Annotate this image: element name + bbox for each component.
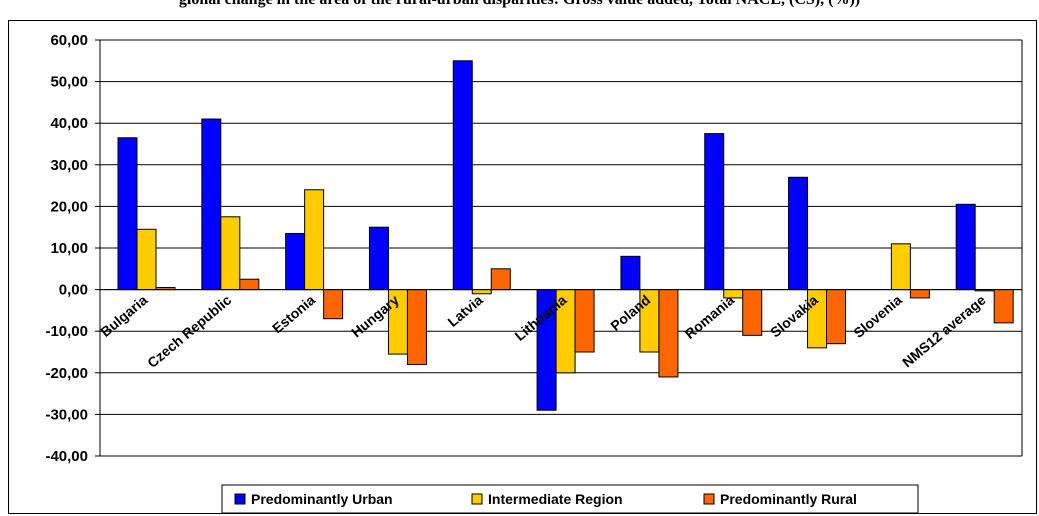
legend-label: Predominantly Rural [720, 491, 857, 507]
bar-predominantly-urban [285, 232, 306, 291]
category-label: Slovenia [850, 292, 905, 341]
bar-predominantly-rural [826, 289, 847, 345]
bar-predominantly-rural [993, 289, 1014, 324]
axes [95, 39, 1023, 457]
legend-label: Intermediate Region [488, 491, 623, 507]
bar-predominantly-urban [368, 226, 389, 291]
bar-predominantly-urban [117, 137, 138, 291]
y-tick-label: 10,00 [50, 240, 88, 257]
category-label: Romania [682, 292, 738, 342]
bar-intermediate-region [304, 189, 325, 291]
y-tick-label: 40,00 [50, 115, 88, 132]
bar-predominantly-urban [201, 118, 222, 291]
legend-swatch [471, 493, 483, 505]
bar-predominantly-rural [406, 289, 427, 365]
bar-predominantly-rural [490, 268, 511, 291]
y-tick-label: -40,00 [45, 448, 88, 465]
y-tick-label: -20,00 [45, 365, 88, 382]
y-tick-label: 50,00 [50, 74, 88, 91]
y-tick-label: 60,00 [50, 32, 88, 49]
bar-predominantly-rural [742, 289, 763, 336]
bar-intermediate-region [890, 243, 911, 291]
bar-predominantly-urban [788, 176, 809, 291]
bar-intermediate-region [220, 216, 241, 291]
y-tick-label: 0,00 [59, 282, 88, 299]
bar-predominantly-urban [955, 203, 976, 291]
bar-predominantly-urban [452, 60, 473, 291]
category-label: Latvia [444, 292, 485, 330]
legend-label: Predominantly Urban [251, 491, 393, 507]
y-tick-label: -10,00 [45, 323, 88, 340]
bars [117, 60, 1014, 411]
legend-box [221, 484, 919, 514]
category-label: Bulgaria [97, 292, 150, 340]
bar-predominantly-rural [323, 289, 344, 320]
legend-swatch [234, 493, 246, 505]
bar-predominantly-rural [658, 289, 679, 378]
legend-swatch [703, 493, 715, 505]
y-tick-label: -30,00 [45, 406, 88, 423]
category-label: Estonia [269, 292, 318, 337]
bar-predominantly-rural [574, 289, 595, 353]
bar-predominantly-urban [704, 133, 725, 291]
y-tick-labels: 60,00 50,00 40,00 30,00 20,00 10,00 0,00 -10,00… [45, 32, 88, 465]
bar-predominantly-rural [239, 278, 260, 291]
bar-predominantly-urban [620, 255, 641, 291]
bar-predominantly-rural [909, 289, 930, 299]
y-tick-label: 30,00 [50, 157, 88, 174]
bar-intermediate-region [136, 228, 157, 291]
y-tick-label: 20,00 [50, 198, 88, 215]
legend: Predominantly Urban Intermediate Region Pr… [221, 484, 919, 514]
chart-caption: gional change in the area of the rural-u… [0, 0, 1039, 11]
